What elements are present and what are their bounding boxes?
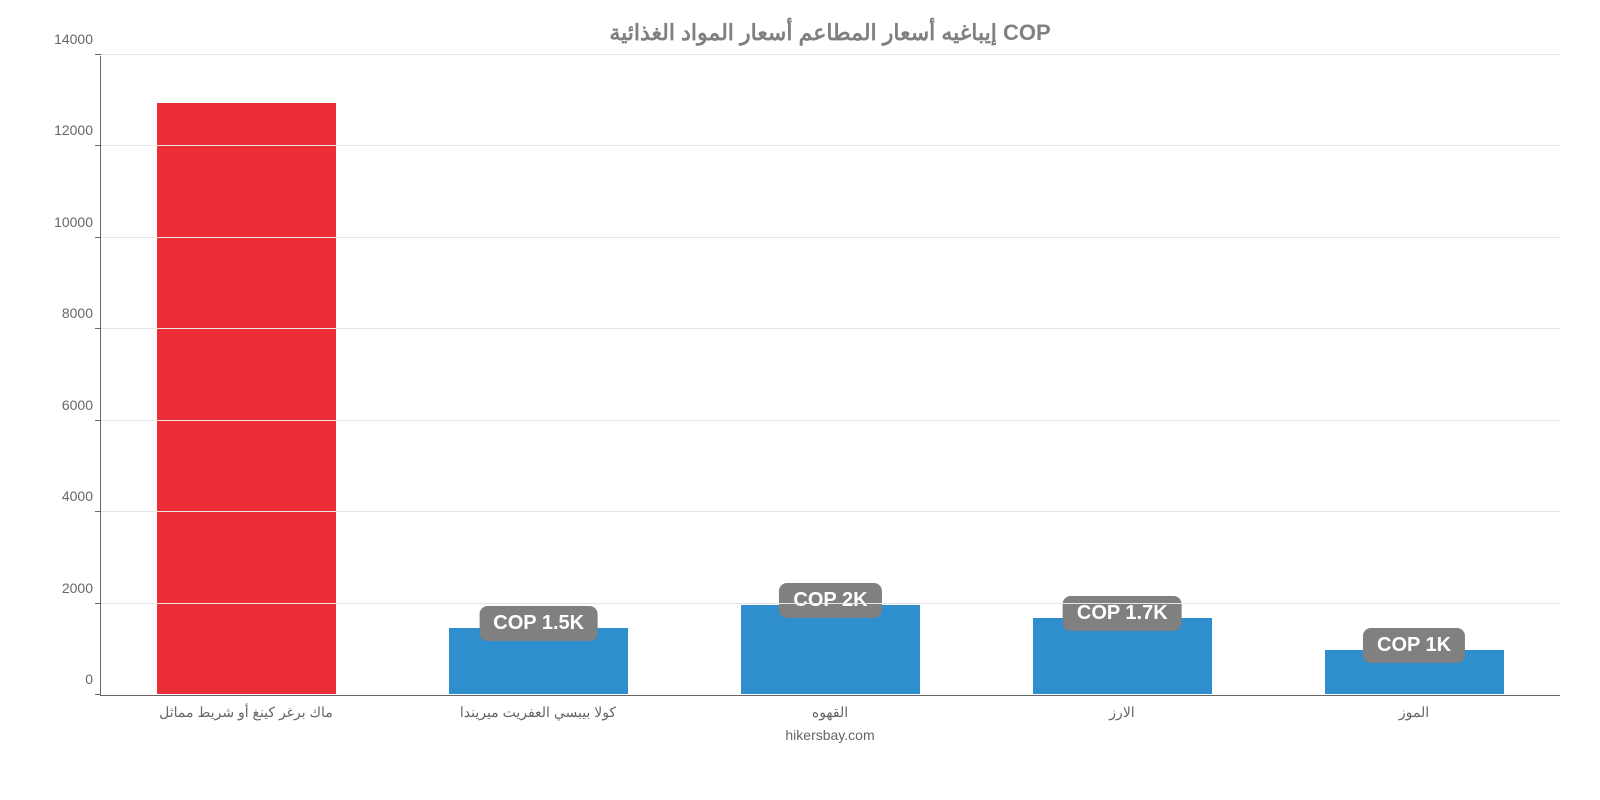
ytick-mark (95, 694, 101, 695)
ytick-label: 14000 (54, 31, 101, 47)
value-badge: COP 1.5K (479, 606, 598, 641)
grid-line (101, 328, 1560, 329)
grid-line (101, 603, 1560, 604)
bar-slot: COP 13K (101, 56, 393, 695)
bar-slot: COP 1K (1268, 56, 1560, 695)
ytick-mark (95, 420, 101, 421)
ytick-label: 2000 (62, 580, 101, 596)
ytick-label: 12000 (54, 122, 101, 138)
x-axis-label: ماك برغر كينغ أو شريط مماثل (100, 704, 392, 721)
bar-slot: COP 2K (685, 56, 977, 695)
ytick-mark (95, 603, 101, 604)
price-bar-chart: إيباغيه أسعار المطاعم أسعار المواد الغذا… (0, 0, 1600, 800)
bar-slot: COP 1.7K (976, 56, 1268, 695)
grid-line (101, 420, 1560, 421)
source-label: hikersbay.com (100, 727, 1560, 743)
x-axis-label: الارز (976, 704, 1268, 721)
ytick-mark (95, 237, 101, 238)
bar: COP 1K (1324, 649, 1505, 695)
ytick-mark (95, 328, 101, 329)
plot-area: COP 13KCOP 1.5KCOP 2KCOP 1.7KCOP 1K 0200… (100, 56, 1560, 696)
ytick-label: 10000 (54, 214, 101, 230)
x-axis-labels: ماك برغر كينغ أو شريط مماثلكولا بيبسي ال… (100, 704, 1560, 721)
bar: COP 1.7K (1032, 617, 1213, 695)
ytick-label: 8000 (62, 305, 101, 321)
bar: COP 2K (740, 604, 921, 695)
bar: COP 13K (156, 102, 337, 695)
x-axis-label: القهوه (684, 704, 976, 721)
x-axis-label: الموز (1268, 704, 1560, 721)
value-badge: COP 2K (779, 583, 881, 618)
ytick-label: 6000 (62, 397, 101, 413)
ytick-mark (95, 54, 101, 55)
ytick-mark (95, 511, 101, 512)
bar: COP 1.5K (448, 627, 629, 695)
grid-line (101, 145, 1560, 146)
bar-slot: COP 1.5K (393, 56, 685, 695)
ytick-label: 4000 (62, 488, 101, 504)
value-badge: COP 1K (1363, 628, 1465, 663)
chart-title: إيباغيه أسعار المطاعم أسعار المواد الغذا… (100, 20, 1560, 46)
grid-line (101, 54, 1560, 55)
ytick-mark (95, 145, 101, 146)
ytick-label: 0 (85, 671, 101, 687)
bars-container: COP 13K COP 1.5K COP 2K COP 1.7K COP 1K (101, 56, 1560, 695)
grid-line (101, 511, 1560, 512)
grid-line (101, 237, 1560, 238)
x-axis-label: كولا بيبسي العفريت ميريندا (392, 704, 684, 721)
